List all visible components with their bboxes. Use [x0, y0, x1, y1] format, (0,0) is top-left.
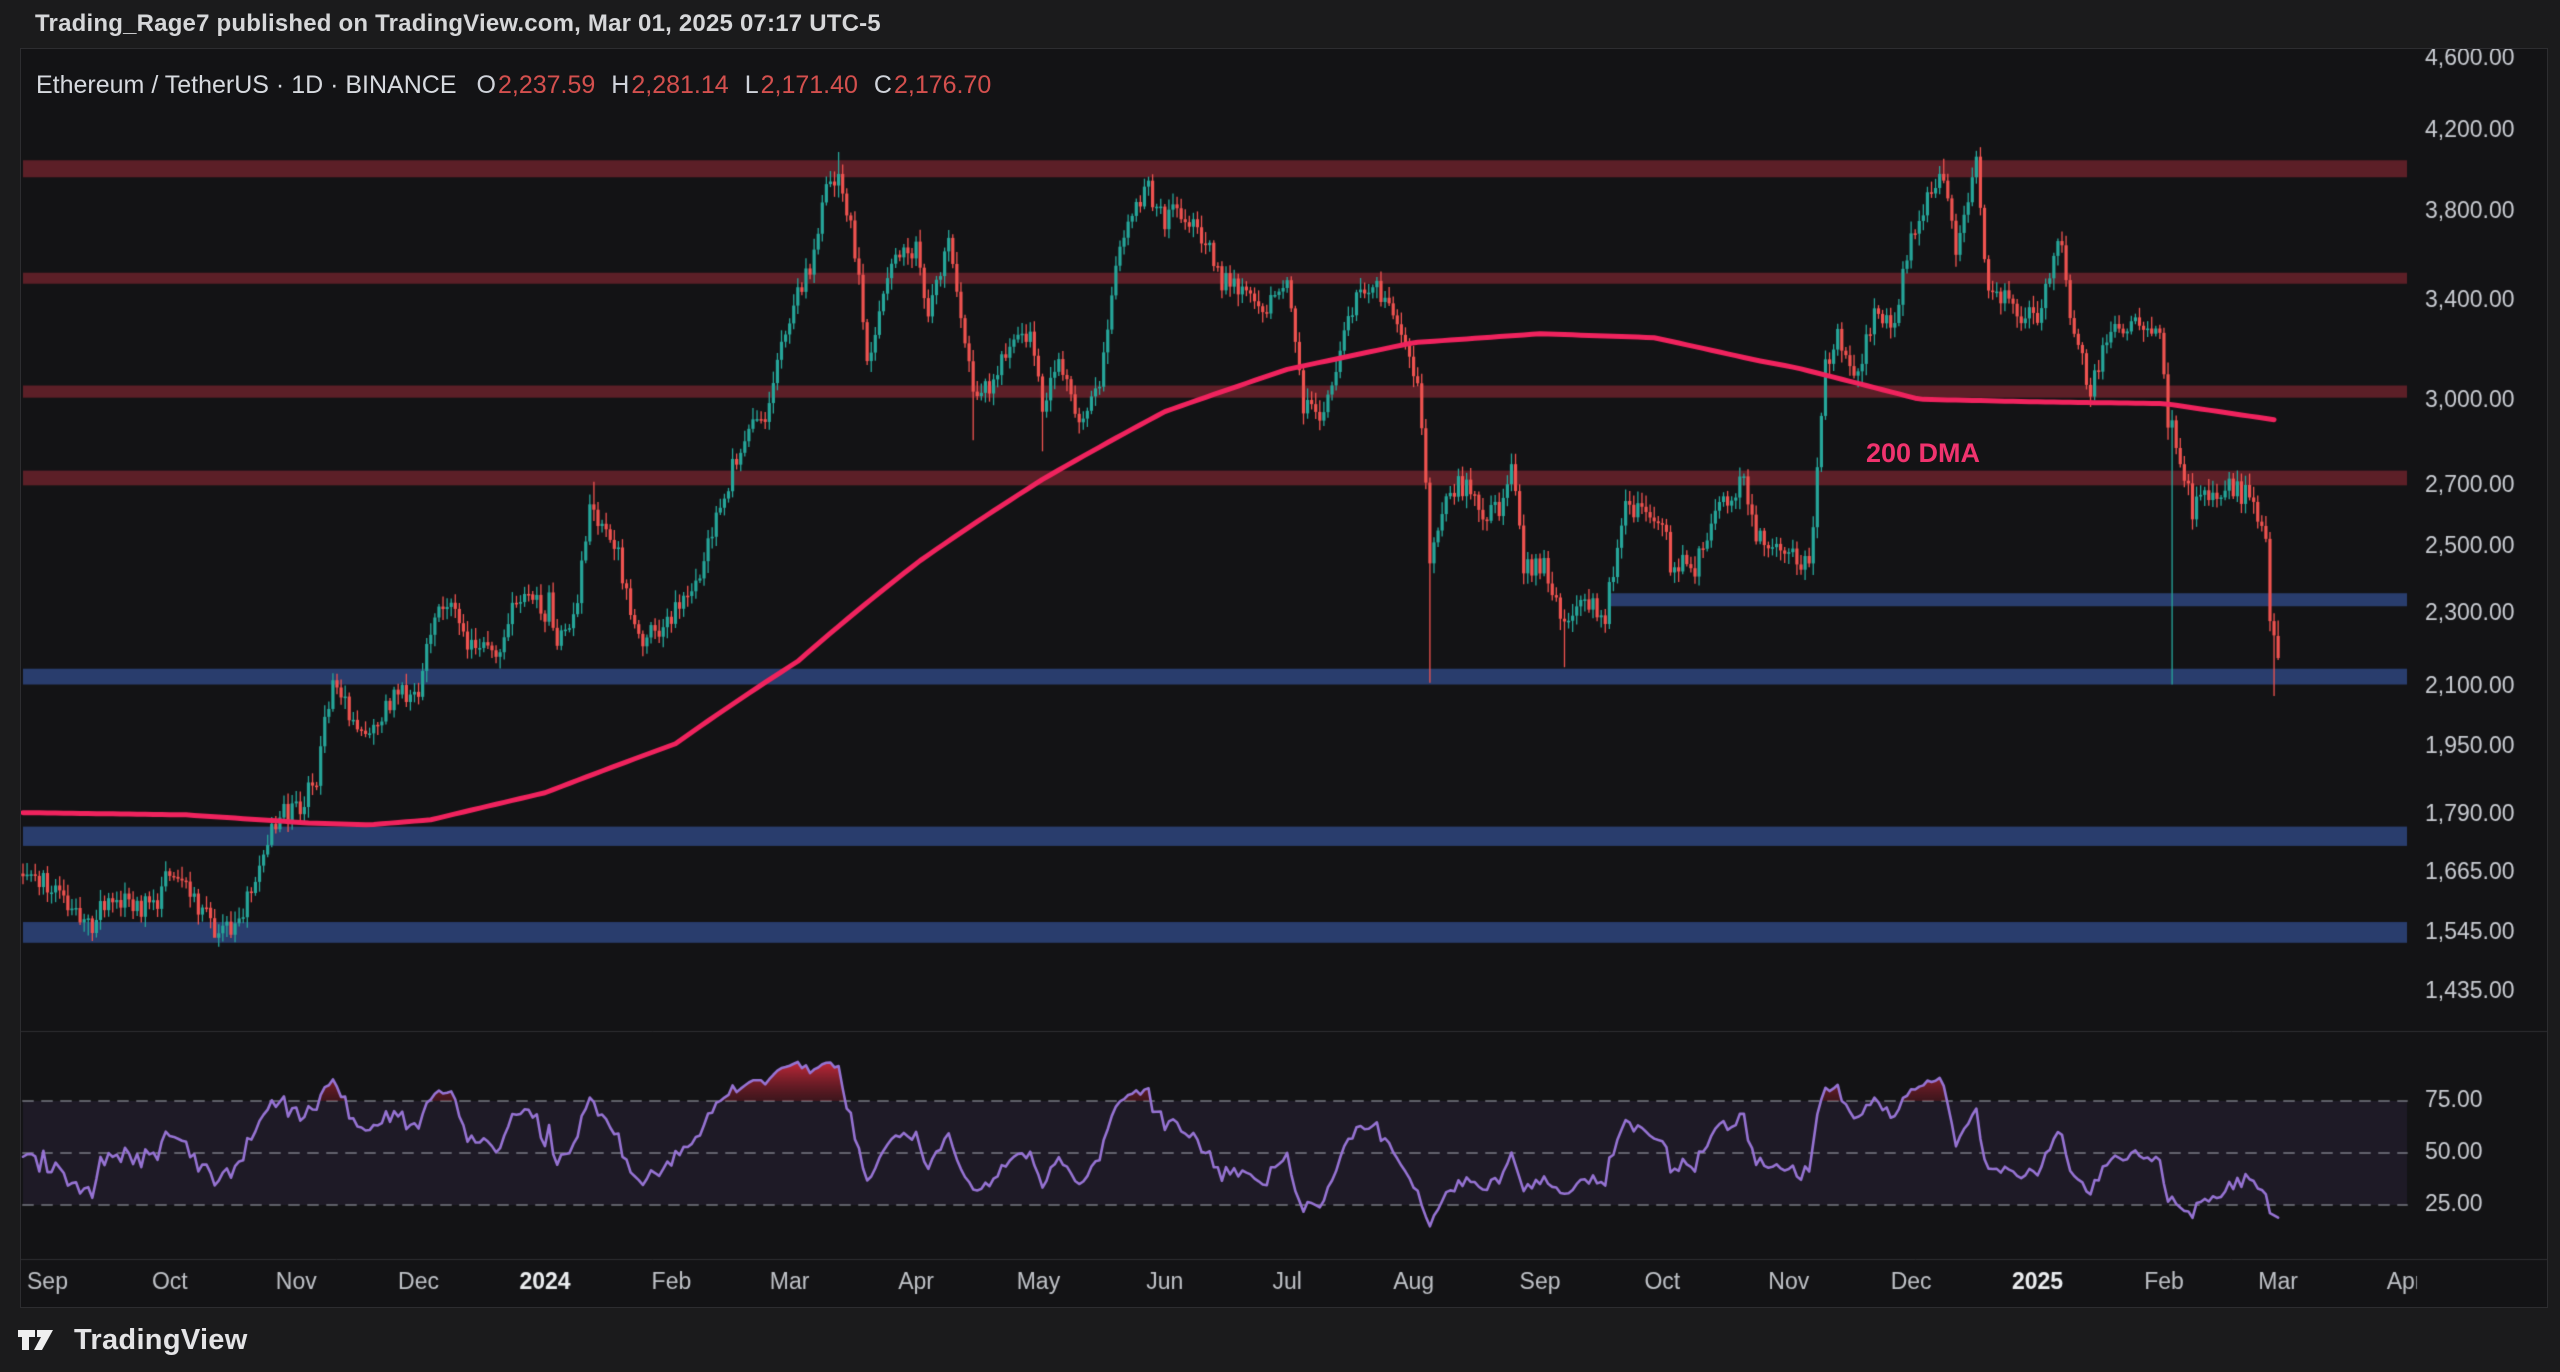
tradingview-chart-widget: Ethereum / TetherUS · 1D · BINANCE O 2,23… — [20, 48, 2548, 1308]
price-chart-canvas[interactable] — [21, 49, 2547, 1307]
footer-bar: TradingView — [0, 1308, 2560, 1372]
tradingview-brand-text: TradingView — [74, 1323, 248, 1356]
tradingview-logo-icon — [18, 1330, 53, 1350]
publish-bar: Trading_Rage7 published on TradingView.c… — [0, 0, 2560, 48]
tradingview-brand[interactable]: TradingView — [18, 1308, 248, 1372]
publish-text: Trading_Rage7 published on TradingView.c… — [35, 10, 881, 37]
